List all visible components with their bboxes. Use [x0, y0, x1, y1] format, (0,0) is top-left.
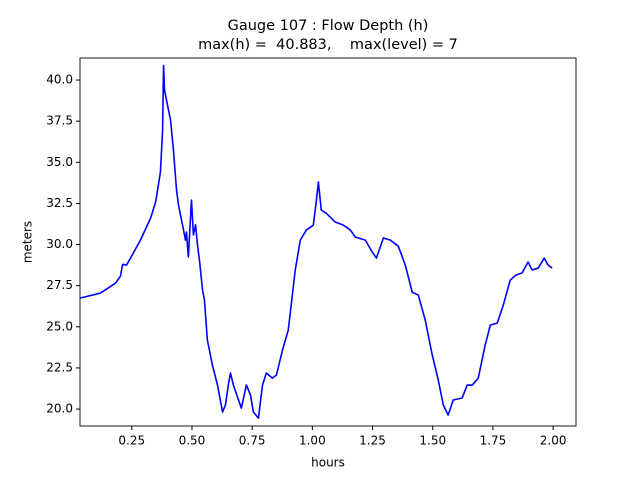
plot-frame — [79, 57, 577, 427]
data-line — [80, 64, 553, 419]
y-tick-label: 32.5 — [46, 196, 73, 210]
y-tick-label: 37.5 — [46, 114, 73, 128]
y-tick-label: 22.5 — [46, 360, 73, 374]
chart-title: Gauge 107 : Flow Depth (h) — [228, 18, 429, 34]
x-axis-label: hours — [311, 456, 345, 470]
y-axis-label: meters — [21, 221, 35, 263]
x-tick-label: 0.50 — [179, 434, 206, 448]
x-tick-label: 1.25 — [359, 434, 386, 448]
x-tick-label: 0.75 — [239, 434, 266, 448]
y-tick-label: 20.0 — [46, 402, 73, 416]
x-tick-label: 0.25 — [118, 434, 145, 448]
y-tick-label: 40.0 — [46, 73, 73, 87]
y-tick-label: 27.5 — [46, 278, 73, 292]
x-tick-label: 1.00 — [299, 434, 326, 448]
x-tick-label: 2.00 — [540, 434, 567, 448]
chart-subtitle: max(h) = 40.883, max(level) = 7 — [198, 37, 458, 53]
x-tick-label: 1.50 — [419, 434, 446, 448]
y-tick-label: 35.0 — [46, 155, 73, 169]
y-tick-label: 25.0 — [46, 319, 73, 333]
x-tick-label: 1.75 — [480, 434, 507, 448]
y-tick-label: 30.0 — [46, 237, 73, 251]
